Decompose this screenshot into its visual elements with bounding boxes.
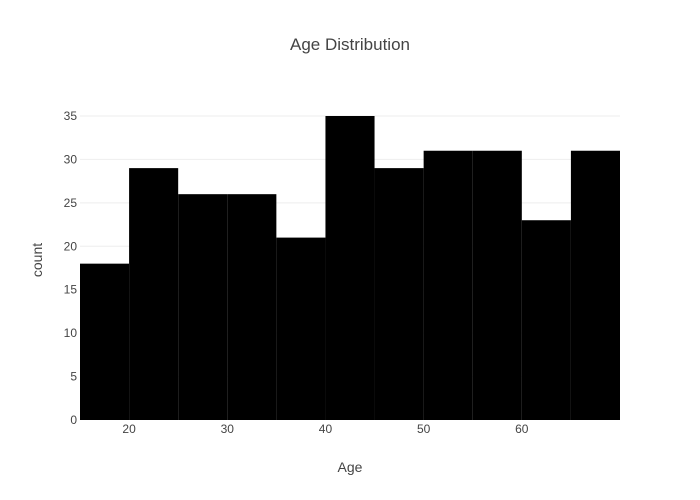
x-tick-label: 50 xyxy=(417,422,431,436)
histogram-bar[interactable] xyxy=(570,150,620,420)
histogram-bar[interactable] xyxy=(521,220,571,420)
x-axis-title: Age xyxy=(338,459,363,475)
y-tick-label: 35 xyxy=(64,109,78,123)
y-tick-label: 5 xyxy=(70,370,77,384)
histogram-bar[interactable] xyxy=(472,150,522,420)
y-tick-label: 30 xyxy=(64,152,78,166)
histogram-bar[interactable] xyxy=(227,194,277,420)
y-axis-title: count xyxy=(29,243,45,277)
y-tick-label: 0 xyxy=(70,413,77,427)
y-tick-label: 10 xyxy=(64,326,78,340)
histogram-bar[interactable] xyxy=(374,168,424,420)
y-tick-label: 15 xyxy=(64,283,78,297)
x-axis-ticks: 20 30 40 50 60 xyxy=(122,422,528,436)
histogram-bar[interactable] xyxy=(129,168,179,420)
x-tick-label: 40 xyxy=(319,422,333,436)
histogram-bar[interactable] xyxy=(80,263,130,420)
x-tick-label: 60 xyxy=(515,422,529,436)
chart-title: Age Distribution xyxy=(290,35,410,54)
x-tick-label: 30 xyxy=(221,422,235,436)
y-tick-label: 25 xyxy=(64,196,78,210)
histogram-bar[interactable] xyxy=(325,116,375,420)
histogram-bar[interactable] xyxy=(423,150,473,420)
x-tick-label: 20 xyxy=(122,422,136,436)
histogram-bar[interactable] xyxy=(178,194,228,420)
histogram-bar[interactable] xyxy=(276,237,326,420)
y-tick-label: 20 xyxy=(64,239,78,253)
histogram-bars xyxy=(80,116,620,420)
y-axis-ticks: 0 5 10 15 20 25 30 35 xyxy=(64,109,78,427)
